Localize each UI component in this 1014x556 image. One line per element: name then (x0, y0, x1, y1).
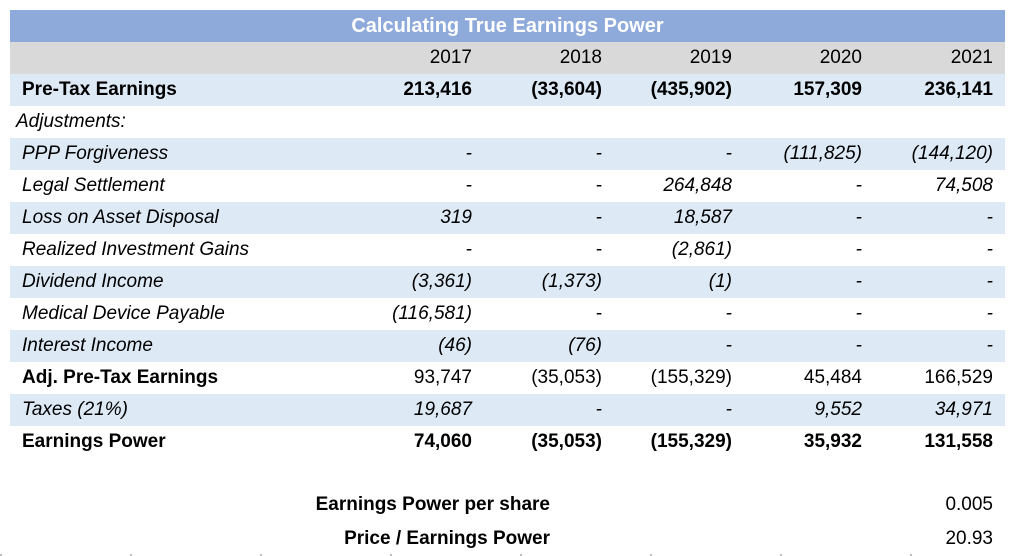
row-value: - (725, 303, 732, 324)
table-row: Dividend Income (3,361) (1,373) (1) - - (10, 266, 1005, 298)
row-value: (76) (568, 335, 602, 356)
row-value: (435,902) (650, 79, 732, 100)
summary-section: Earnings Power per share 0.005 Price / E… (10, 488, 1005, 556)
row-value: - (855, 303, 862, 324)
summary-row: Price / Earnings Power 20.93 (10, 522, 1005, 556)
row-value: 18,587 (673, 207, 732, 228)
row-value: 19,687 (413, 399, 472, 420)
row-value: (116,581) (392, 303, 472, 324)
year-header: 2017 (429, 47, 472, 68)
row-value: 93,747 (413, 367, 472, 388)
row-value: - (725, 143, 732, 164)
row-value: (33,604) (531, 79, 602, 100)
row-value: 319 (440, 207, 472, 228)
table-row: Taxes (21%) 19,687 - - 9,552 34,971 (10, 394, 1005, 426)
row-value: - (595, 303, 602, 324)
row-value: 74,060 (413, 431, 472, 452)
year-header: 2019 (689, 47, 732, 68)
summary-label: Earnings Power per share (315, 494, 550, 515)
year-header: 2020 (819, 47, 862, 68)
table-row: Medical Device Payable (116,581) - - - - (10, 298, 1005, 330)
row-value: (144,120) (911, 143, 993, 164)
row-value: 166,529 (924, 367, 993, 388)
row-label: Loss on Asset Disposal (22, 207, 219, 228)
row-value: - (986, 271, 993, 292)
row-value: 45,484 (803, 367, 862, 388)
row-value: - (595, 175, 602, 196)
row-value: - (595, 239, 602, 260)
row-value: 35,932 (803, 431, 862, 452)
row-value: 157,309 (793, 79, 862, 100)
table-row: Pre-Tax Earnings 213,416 (33,604) (435,9… (10, 74, 1005, 106)
row-value: (111,825) (783, 143, 862, 164)
table-row: Realized Investment Gains - - (2,861) - … (10, 234, 1005, 266)
row-label: Legal Settlement (22, 175, 165, 196)
row-value: - (595, 143, 602, 164)
summary-row: Earnings Power per share 0.005 (10, 488, 1005, 522)
row-label: Adj. Pre-Tax Earnings (22, 367, 219, 388)
table-row: Adjustments: (10, 106, 1005, 138)
row-label: Pre-Tax Earnings (22, 79, 177, 100)
row-value: - (986, 303, 993, 324)
summary-label: Price / Earnings Power (344, 528, 550, 549)
table-row: Loss on Asset Disposal 319 - 18,587 - - (10, 202, 1005, 234)
row-label: Medical Device Payable (22, 303, 225, 324)
row-value: (35,053) (531, 431, 602, 452)
row-value: - (855, 335, 862, 356)
row-label: Adjustments: (16, 111, 126, 132)
row-label: PPP Forgiveness (22, 143, 169, 164)
year-header: 2021 (950, 47, 993, 68)
row-value: - (725, 399, 732, 420)
summary-value: 0.005 (945, 494, 993, 515)
row-value: - (595, 399, 602, 420)
row-value: - (986, 335, 993, 356)
table-row: Earnings Power 74,060 (35,053) (155,329)… (10, 426, 1005, 458)
table-row: Legal Settlement - - 264,848 - 74,508 (10, 170, 1005, 202)
table-row: PPP Forgiveness - - - (111,825) (144,120… (10, 138, 1005, 170)
row-value: - (465, 239, 472, 260)
earnings-power-table: Calculating True Earnings Power 2017 201… (10, 10, 1005, 458)
summary-value: 20.93 (945, 528, 993, 549)
row-value: 236,141 (924, 79, 993, 100)
row-value: 264,848 (663, 175, 732, 196)
row-value: - (465, 175, 472, 196)
row-value: 131,558 (924, 431, 993, 452)
year-header: 2018 (559, 47, 602, 68)
table-row: Adj. Pre-Tax Earnings 93,747 (35,053) (1… (10, 362, 1005, 394)
row-value: 34,971 (934, 399, 993, 420)
row-label: Dividend Income (22, 271, 164, 292)
row-value: - (855, 207, 862, 228)
row-value: (46) (438, 335, 472, 356)
row-value: - (986, 207, 993, 228)
row-value: - (595, 207, 602, 228)
row-value: (155,329) (650, 431, 732, 452)
row-value: (2,861) (671, 239, 732, 260)
row-value: (155,329) (650, 367, 732, 388)
row-value: - (855, 175, 862, 196)
row-label: Interest Income (22, 335, 153, 356)
row-label: Realized Investment Gains (22, 239, 250, 260)
table-row: Interest Income (46) (76) - - - (10, 330, 1005, 362)
row-value: 74,508 (934, 175, 993, 196)
row-value: - (986, 239, 993, 260)
row-value: - (855, 239, 862, 260)
row-value: (1,373) (541, 271, 602, 292)
row-value: (35,053) (531, 367, 602, 388)
row-value: - (465, 143, 472, 164)
row-value: 9,552 (814, 399, 862, 420)
row-value: (1) (708, 271, 732, 292)
gridline-divider (0, 554, 1014, 556)
row-value: - (725, 335, 732, 356)
row-value: - (855, 271, 862, 292)
year-header-row: 2017 2018 2019 2020 2021 (10, 42, 1005, 74)
row-label: Earnings Power (22, 431, 166, 452)
row-value: (3,361) (411, 271, 472, 292)
row-value: 213,416 (403, 79, 472, 100)
row-label: Taxes (21%) (22, 399, 128, 420)
table-title: Calculating True Earnings Power (10, 10, 1005, 42)
